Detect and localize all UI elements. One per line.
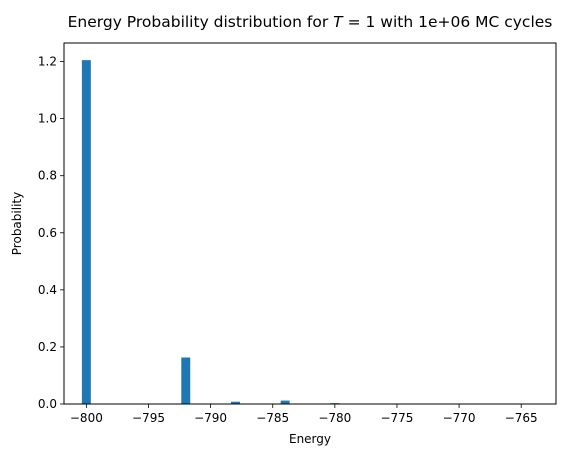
x-axis-label: Energy — [289, 432, 331, 446]
x-axis-ticks: −800 −795 −790 −785 −780 −775 −770 −765 — [70, 404, 538, 425]
x-tick-label: −790 — [194, 411, 227, 425]
y-tick-label: 0.2 — [38, 340, 57, 354]
x-tick-label: −765 — [505, 411, 538, 425]
y-axis-ticks: 0.0 0.2 0.4 0.6 0.8 1.0 1.2 — [38, 55, 64, 411]
x-tick-label: −795 — [132, 411, 165, 425]
x-tick-label: −775 — [380, 411, 413, 425]
y-tick-label: 1.0 — [38, 112, 57, 126]
x-tick-label: −800 — [70, 411, 103, 425]
y-tick-label: 0.8 — [38, 169, 57, 183]
bar-1 — [181, 357, 191, 404]
chart-title-equals: = 1 — [343, 13, 376, 31]
chart-title: Energy Probability distribution for T = … — [68, 13, 553, 31]
bar-0 — [81, 60, 91, 404]
y-tick-label: 1.2 — [38, 55, 57, 69]
bar-3 — [280, 400, 290, 404]
x-tick-label: −780 — [318, 411, 351, 425]
bar-2 — [230, 401, 240, 404]
x-tick-label: −770 — [443, 411, 476, 425]
y-tick-label: 0.4 — [38, 283, 57, 297]
y-tick-label: 0.0 — [38, 397, 57, 411]
bars-group — [81, 60, 340, 404]
chart-title-suffix: with 1e+06 MC cycles — [375, 13, 552, 31]
chart-title-prefix: Energy Probability distribution for — [68, 13, 334, 31]
x-tick-label: −785 — [256, 411, 289, 425]
y-tick-label: 0.6 — [38, 226, 57, 240]
y-axis-label: Probability — [10, 192, 24, 255]
plot-frame — [63, 42, 557, 405]
chart-title-variable: T — [333, 13, 344, 31]
